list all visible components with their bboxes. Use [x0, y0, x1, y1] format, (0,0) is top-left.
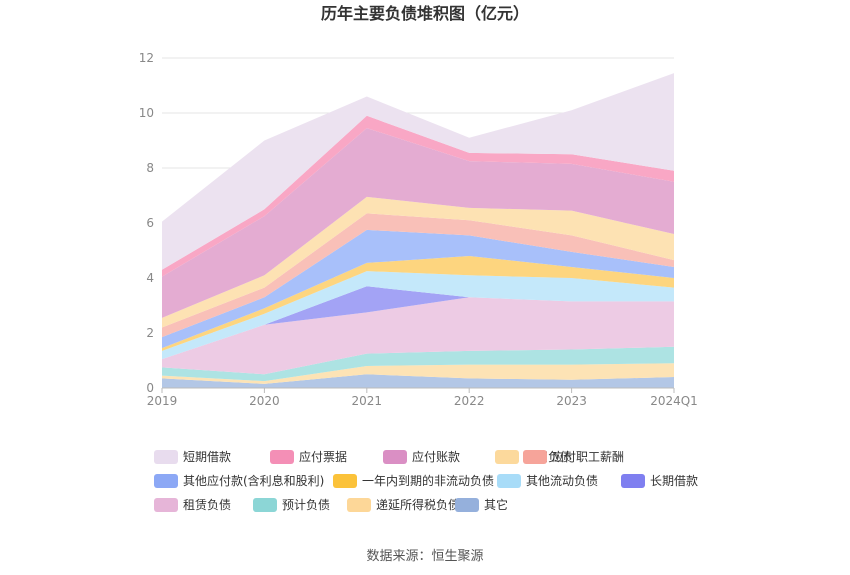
legend-item[interactable]: 预计负债 [253, 498, 330, 512]
area-series [162, 73, 674, 270]
legend-swatch [347, 498, 371, 512]
legend-item[interactable]: 应付账款 [383, 449, 460, 464]
legend-swatch [383, 450, 407, 464]
area-series [162, 271, 674, 360]
area-series [162, 115, 674, 277]
x-tick-label: 2020 [249, 394, 280, 408]
legend-item[interactable]: 其它 [455, 497, 508, 512]
x-tick-label: 2021 [352, 394, 383, 408]
legend-label: 其他应付款(含利息和股利) [183, 473, 324, 488]
legend-item[interactable]: 租赁负债 [154, 498, 231, 512]
legend-swatch [270, 450, 294, 464]
legend-label: 应付票据 [299, 449, 347, 464]
legend-item[interactable]: 应付票据 [270, 449, 347, 464]
legend-swatch [154, 450, 178, 464]
legend-label: 其他流动负债 [526, 474, 598, 488]
area-series [162, 297, 674, 375]
y-tick-label: 10 [139, 106, 154, 120]
y-tick-label: 6 [146, 216, 154, 230]
area-series [162, 229, 674, 349]
legend-item[interactable]: 短期借款 [154, 450, 231, 464]
legend-swatch [154, 474, 178, 488]
legend-label: 应付账款 [412, 449, 460, 464]
legend-label: 一年内到期的非流动负债 [362, 473, 494, 488]
legend-swatch [621, 474, 645, 488]
y-tick-label: 0 [146, 381, 154, 395]
area-series [162, 363, 674, 384]
legend-swatch [497, 474, 521, 488]
legend-item[interactable]: 其他流动负债 [497, 474, 598, 488]
x-tick-label: 2019 [147, 394, 178, 408]
legend-item[interactable]: 一年内到期的非流动负债 [333, 473, 494, 488]
y-tick-label: 8 [146, 161, 154, 175]
area-series [162, 196, 674, 328]
legend-swatch [495, 450, 519, 464]
legend-item[interactable]: 应付职工薪酬 [523, 449, 624, 464]
source-note: 数据来源：恒生聚源 [366, 549, 483, 564]
x-tick-label: 2022 [454, 394, 485, 408]
legend-item[interactable]: 递延所得税负债 [347, 497, 460, 512]
legend-label: 应付职工薪酬 [552, 449, 624, 464]
legend-swatch [333, 474, 357, 488]
chart-title: 历年主要负债堆积图（亿元） [321, 4, 529, 23]
legend-label: 短期借款 [183, 450, 231, 464]
x-tick-label: 2023 [556, 394, 587, 408]
area-series [162, 346, 674, 382]
y-tick-label: 2 [146, 326, 154, 340]
area-series [162, 213, 674, 338]
area-series [162, 374, 674, 388]
legend-item[interactable]: 长期借款 [621, 474, 698, 488]
area-series [162, 286, 674, 360]
legend-swatch [523, 450, 547, 464]
y-tick-label: 4 [146, 271, 154, 285]
area-series [162, 128, 674, 318]
axes: 0 2 4 6 8 10 12 2019 2020 2021 2022 2023 2024Q1 [139, 51, 698, 408]
legend-label: 长期借款 [650, 474, 698, 488]
y-tick-label: 12 [139, 51, 154, 65]
legend-swatch [253, 498, 277, 512]
legend-label: 其它 [484, 497, 508, 512]
legend-label: 递延所得税负债 [376, 497, 460, 512]
legend-label: 租赁负债 [183, 498, 231, 512]
legend-swatch [154, 498, 178, 512]
legend-swatch [455, 498, 479, 512]
x-tick-label: 2024Q1 [650, 394, 698, 408]
series-areas [162, 73, 674, 388]
legend-item[interactable]: 其他应付款(含利息和股利) [154, 473, 324, 488]
legend-label: 预计负债 [282, 498, 330, 512]
